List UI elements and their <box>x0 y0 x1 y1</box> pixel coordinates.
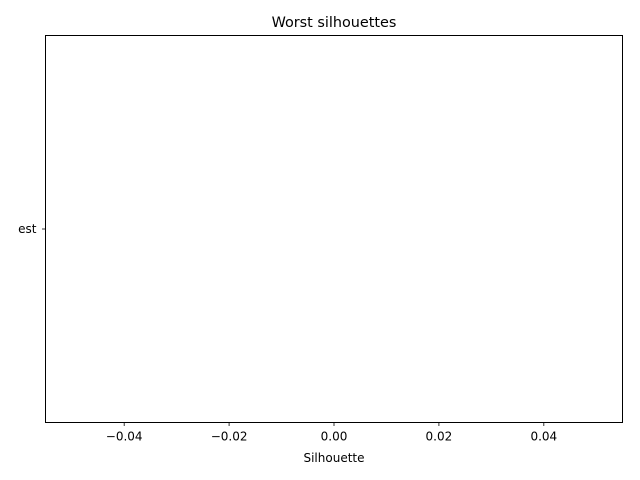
x-tick-label: 0.02 <box>426 430 453 444</box>
x-tick-label: −0.04 <box>106 430 143 444</box>
plot-frame <box>45 35 623 423</box>
x-tick-label: −0.02 <box>211 430 248 444</box>
y-tick-label: est <box>18 222 37 236</box>
x-tick-label: 0.00 <box>321 430 348 444</box>
x-tick-label: 0.04 <box>530 430 557 444</box>
chart-title: Worst silhouettes <box>272 15 397 31</box>
y-axis-ticks: est <box>18 222 46 236</box>
x-axis-ticks: −0.04 −0.02 0.00 0.02 0.04 <box>106 422 557 444</box>
x-axis-label: Silhouette <box>303 451 364 465</box>
